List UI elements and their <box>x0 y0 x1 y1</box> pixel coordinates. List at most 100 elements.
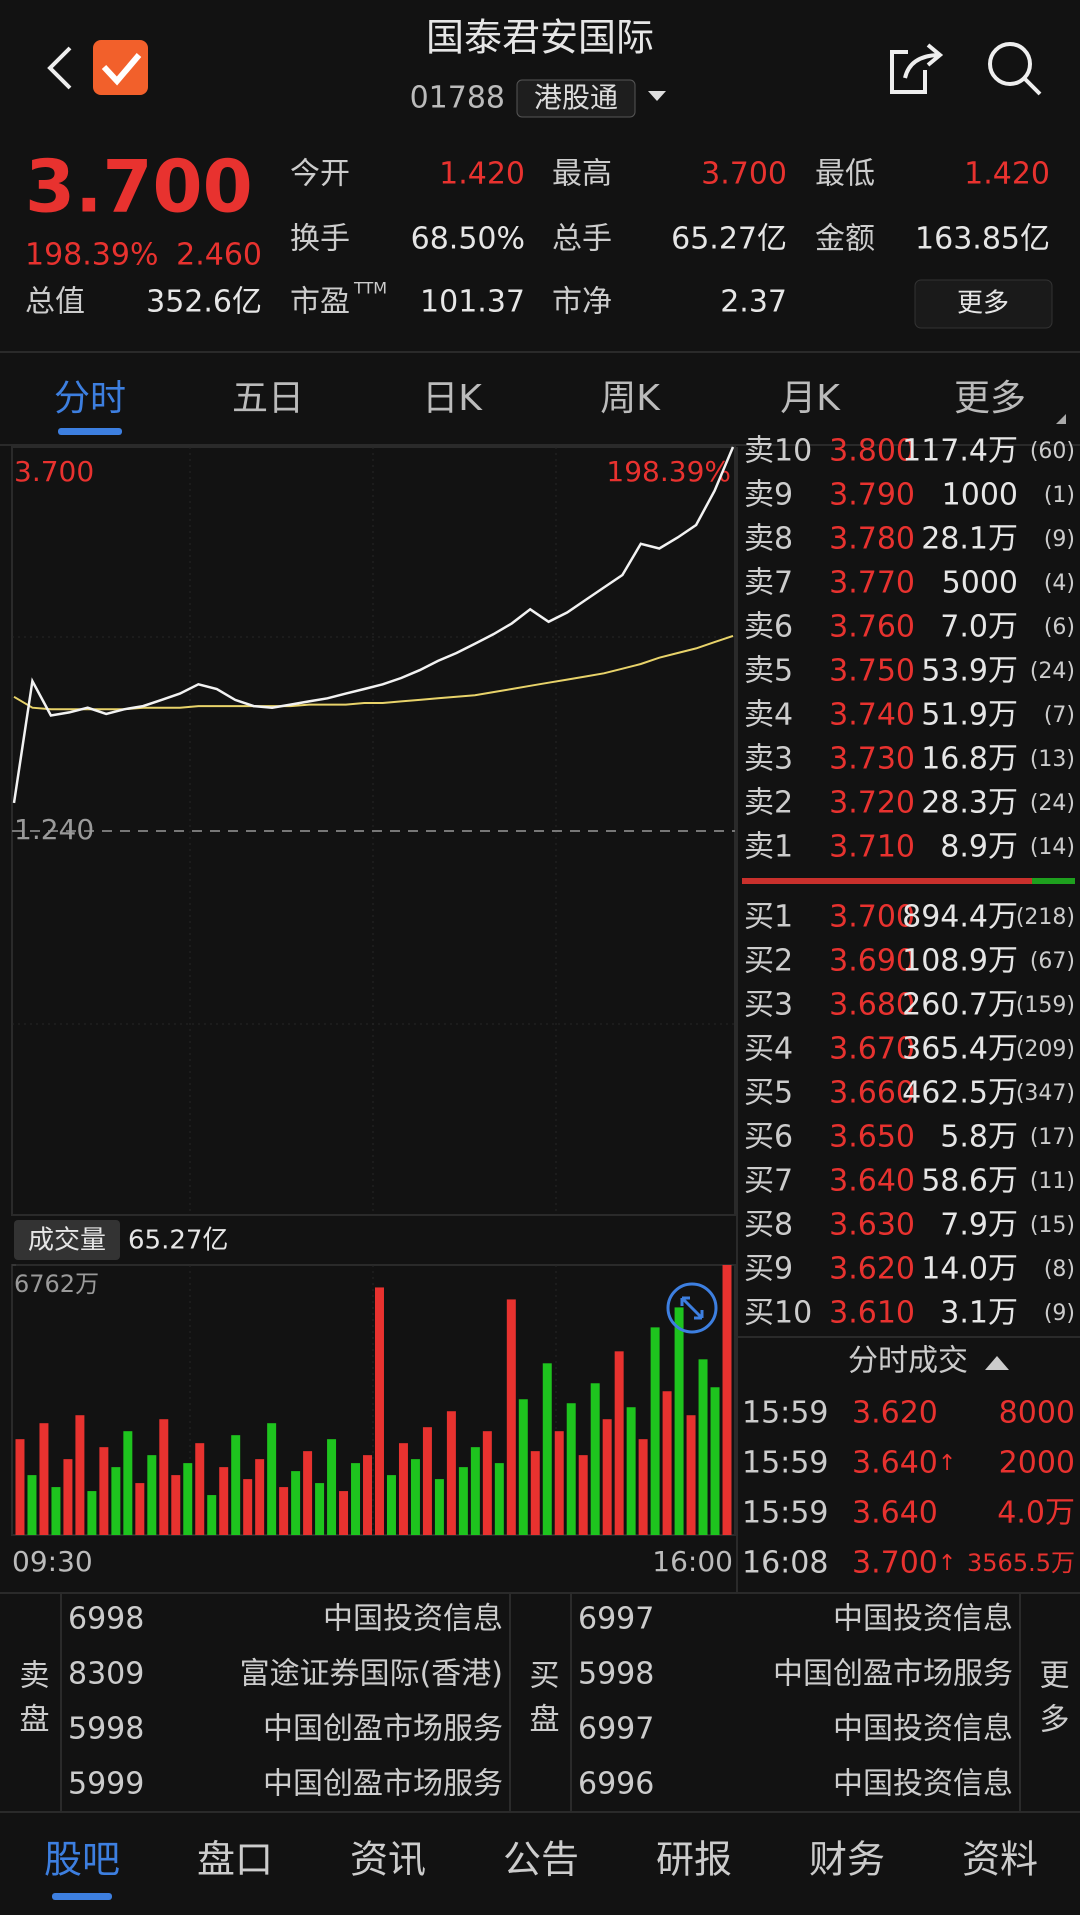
share-arrow <box>903 43 944 79</box>
order-volume: 365.4万 <box>902 1032 1018 1067</box>
volume-bar <box>15 1439 25 1535</box>
order-count: (60) <box>1030 439 1075 464</box>
order-count: (218) <box>1016 905 1075 930</box>
trade-price: 3.640 <box>852 1496 938 1531</box>
volume-bar <box>171 1475 181 1535</box>
stat-value: 65.27亿 <box>671 222 787 257</box>
volume-bar <box>398 1443 408 1535</box>
order-price: 3.630 <box>829 1208 915 1243</box>
volume-bar <box>410 1459 420 1535</box>
broker-more[interactable]: 更多 <box>1034 1659 1069 1747</box>
nav-item[interactable]: 研报 <box>656 1838 732 1882</box>
logo-check <box>101 53 142 86</box>
order-level: 买8 <box>744 1208 793 1243</box>
order-count: (347) <box>1016 1081 1075 1106</box>
order-level: 买6 <box>744 1120 793 1155</box>
trade-volume: 8000 <box>999 1396 1075 1431</box>
order-volume: 8.9万 <box>940 830 1018 865</box>
order-volume: 117.4万 <box>902 434 1018 469</box>
share-button[interactable] <box>890 43 944 94</box>
nav-item[interactable]: 资讯 <box>350 1838 426 1882</box>
stat-label: 市净 <box>552 285 612 320</box>
order-price: 3.680 <box>829 988 915 1023</box>
stat-label: 最高 <box>552 157 612 192</box>
bid-ask-bar-green <box>1032 878 1075 884</box>
tab[interactable]: 月K <box>780 378 841 419</box>
order-volume: 7.0万 <box>940 610 1018 645</box>
volume-bar <box>351 1463 361 1535</box>
order-level: 卖2 <box>744 786 793 821</box>
broker-code: 5999 <box>68 1767 144 1802</box>
order-level: 卖4 <box>744 698 793 733</box>
broker-name: 富途证券国际(香港) <box>240 1657 503 1692</box>
nav-item[interactable]: 公告 <box>503 1838 579 1882</box>
nav-item[interactable]: 资料 <box>962 1838 1038 1882</box>
zoom-button[interactable] <box>666 1282 718 1334</box>
order-price: 3.610 <box>829 1296 915 1331</box>
dropdown-icon[interactable] <box>648 91 666 101</box>
volume-bar <box>99 1447 109 1535</box>
stat-label: 今开 <box>290 157 350 192</box>
order-level: 买5 <box>744 1076 793 1111</box>
broker-code: 6997 <box>578 1602 654 1637</box>
broker-code: 5998 <box>68 1712 144 1747</box>
tab[interactable]: 五日 <box>232 378 304 419</box>
tab[interactable]: 日K <box>422 378 483 419</box>
order-count: (9) <box>1044 1301 1075 1326</box>
broker-code: 5998 <box>578 1657 654 1692</box>
volume-bar <box>674 1307 684 1535</box>
order-price: 3.690 <box>829 944 915 979</box>
order-level: 卖6 <box>744 610 793 645</box>
trade-direction: ↑ <box>938 1451 956 1476</box>
order-count: (24) <box>1030 791 1075 816</box>
trade-volume: 3565.5万 <box>967 1549 1075 1577</box>
tab[interactable]: 周K <box>600 378 661 419</box>
tab[interactable]: 更多 <box>954 378 1026 419</box>
tab-corner-icon <box>1056 414 1066 424</box>
order-price: 3.750 <box>829 654 915 689</box>
order-volume: 14.0万 <box>921 1252 1018 1287</box>
stat-label: 金额 <box>815 222 875 257</box>
order-level: 卖10 <box>744 434 812 469</box>
stock-code: 01788 <box>410 81 505 116</box>
nav-item[interactable]: 盘口 <box>197 1838 273 1882</box>
volume-bar <box>231 1435 241 1535</box>
last-price: 3.700 <box>25 145 253 229</box>
broker-name: 中国投资信息 <box>833 1712 1013 1747</box>
nav-item[interactable]: 股吧 <box>44 1838 120 1882</box>
badge-box <box>516 79 636 118</box>
back-button[interactable] <box>47 46 72 90</box>
stat-label: 市盈 <box>290 285 350 320</box>
volume-bar <box>267 1423 277 1535</box>
volume-bar <box>470 1447 480 1535</box>
volume-bar <box>614 1351 624 1535</box>
volume-bar <box>566 1403 576 1535</box>
volume-bar <box>39 1423 49 1535</box>
order-price: 3.800 <box>829 434 915 469</box>
volume-bar <box>207 1495 217 1535</box>
order-price: 3.730 <box>829 742 915 777</box>
order-count: (9) <box>1044 527 1075 552</box>
trades-sort-icon <box>985 1356 1009 1370</box>
volume-bar <box>434 1479 444 1535</box>
volume-bar <box>123 1431 133 1535</box>
volume-bar <box>63 1459 73 1535</box>
stat-value: 352.6亿 <box>146 285 262 320</box>
volume-bar <box>243 1479 253 1535</box>
stat-value: 1.420 <box>439 157 525 192</box>
nav-item[interactable]: 财务 <box>809 1838 885 1882</box>
more-button[interactable] <box>914 279 1053 329</box>
search-lens <box>988 42 1032 86</box>
zoom-icon <box>680 1296 704 1320</box>
volume-bar <box>279 1487 289 1535</box>
tab[interactable]: 分时 <box>54 378 126 419</box>
stock-title: 国泰君安国际 <box>426 16 654 60</box>
volume-bar <box>339 1491 349 1535</box>
app-logo <box>93 40 148 95</box>
volume-bar <box>722 1265 732 1535</box>
more-button-label[interactable]: 更多 <box>957 289 1009 319</box>
order-volume: 108.9万 <box>902 944 1018 979</box>
order-count: (7) <box>1044 703 1075 728</box>
search-button[interactable] <box>988 42 1042 96</box>
